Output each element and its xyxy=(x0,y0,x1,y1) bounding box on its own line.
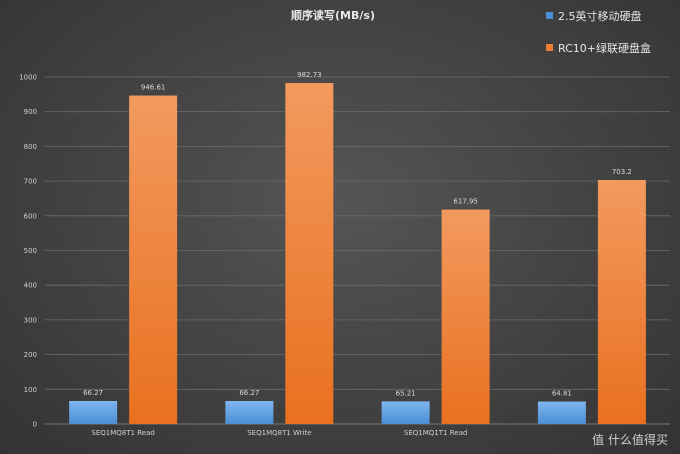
y-tick-label: 200 xyxy=(24,351,37,359)
bar-series-2 xyxy=(441,209,490,424)
bars: 66.27 946.61 66.27 982.73 65.21 617.95 64.81 70… xyxy=(69,71,646,425)
legend-label-series-1: 2.5英寸移动硬盘 xyxy=(558,9,642,23)
watermark: 值 什么值得买 xyxy=(592,433,668,447)
bar-series-1 xyxy=(381,401,430,424)
legend-swatch-series-1 xyxy=(546,12,553,19)
x-axis: SEQ1MQ8T1 Read SEQ1MQ8T1 Write SEQ1MQ1T1 R… xyxy=(91,429,467,437)
legend-swatch-series-2 xyxy=(546,44,553,51)
bar-series-2 xyxy=(285,82,334,425)
y-tick-label: 800 xyxy=(24,143,37,151)
bar-series-1 xyxy=(225,401,274,424)
data-label: 617.95 xyxy=(453,198,478,206)
y-tick-label: 700 xyxy=(24,178,37,186)
data-label: 66.27 xyxy=(83,389,103,397)
x-category-label: SEQ1MQ1T1 Read xyxy=(404,429,467,437)
bar-series-1 xyxy=(69,401,118,424)
legend: 2.5英寸移动硬盘 RC10+绿联硬盘盒 xyxy=(546,9,651,55)
bar-series-1 xyxy=(537,401,586,424)
chart-title: 顺序读写(MB/s) xyxy=(291,8,375,22)
data-label: 703.2 xyxy=(612,168,632,176)
data-label: 64.81 xyxy=(552,390,572,398)
data-label: 982.73 xyxy=(297,71,322,79)
data-label: 946.61 xyxy=(141,84,166,92)
y-tick-label: 0 xyxy=(33,421,37,429)
y-tick-label: 100 xyxy=(24,386,37,394)
y-tick-label: 900 xyxy=(24,108,37,116)
y-tick-label: 300 xyxy=(24,316,37,324)
x-category-label: SEQ1MQ8T1 Write xyxy=(247,429,311,437)
y-tick-label: 400 xyxy=(24,282,37,290)
bar-series-2 xyxy=(597,179,646,424)
x-category-label: SEQ1MQ8T1 Read xyxy=(91,429,154,437)
bar-series-2 xyxy=(129,95,178,424)
data-label: 66.27 xyxy=(239,389,259,397)
y-tick-label: 1000 xyxy=(19,74,37,82)
data-label: 65.21 xyxy=(396,389,416,397)
y-tick-label: 600 xyxy=(24,212,37,220)
y-tick-label: 500 xyxy=(24,247,37,255)
y-axis: 0 100 200 300 400 500 600 700 800 900 1000 xyxy=(19,74,37,429)
legend-label-series-2: RC10+绿联硬盘盒 xyxy=(558,41,651,55)
